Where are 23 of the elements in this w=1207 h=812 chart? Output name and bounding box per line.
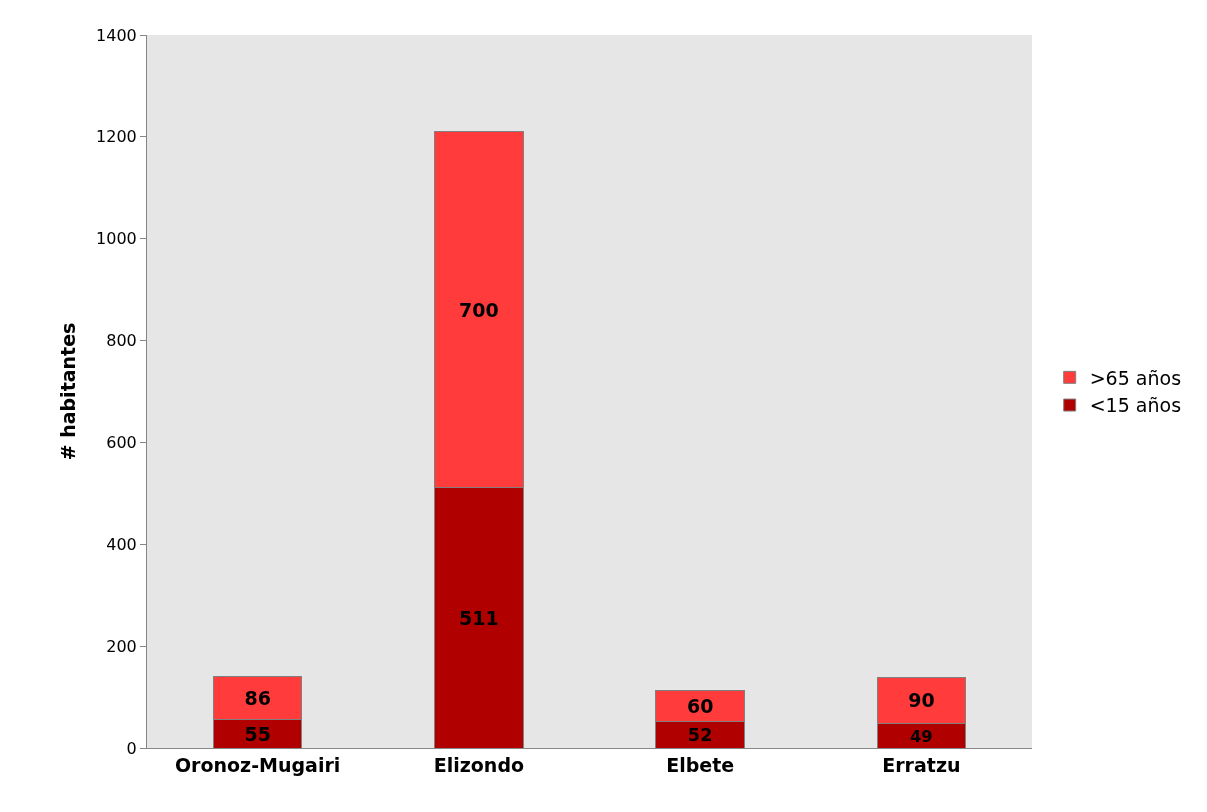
data-label: 60 [686, 695, 714, 718]
data-label: 86 [244, 687, 271, 710]
data-label: 49 [909, 726, 933, 746]
y-axis-title: # habitantes [56, 322, 79, 461]
y-tick-label: 1000 [96, 229, 137, 249]
y-tick-label: 800 [106, 331, 137, 351]
y-tick-label: 600 [106, 433, 137, 453]
data-label: 52 [687, 725, 713, 746]
x-tick-label: Elbete [666, 753, 735, 776]
x-tick-label: Erratzu [882, 753, 961, 776]
y-tick-label: 1400 [96, 25, 137, 45]
data-label: 511 [459, 606, 499, 629]
x-tick-label: Elizondo [433, 753, 525, 776]
legend-label: >65 años [1089, 366, 1182, 389]
legend-label: <15 años [1089, 394, 1182, 417]
y-tick-label: 400 [106, 534, 137, 554]
data-label: 90 [908, 689, 935, 712]
data-label: 700 [459, 298, 499, 321]
x-tick-label: Oronoz-Mugairi [174, 753, 341, 776]
y-tick-label: 1200 [96, 127, 137, 147]
y-tick-label: 200 [106, 636, 137, 656]
data-label: 55 [244, 722, 271, 745]
y-tick-label: 0 [126, 738, 137, 758]
